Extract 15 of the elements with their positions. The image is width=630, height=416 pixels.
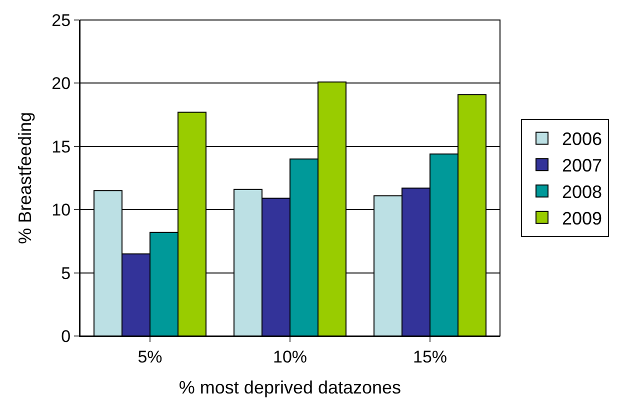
legend-label: 2009 <box>562 208 602 228</box>
y-tick-label: 0 <box>61 326 71 346</box>
y-tick-label: 10 <box>52 200 71 220</box>
y-tick-label: 15 <box>52 137 71 156</box>
y-tick-label: 20 <box>52 74 71 94</box>
x-axis-title: % most deprived datazones <box>178 378 402 398</box>
y-axis-title: % Breastfeeding <box>14 112 35 244</box>
y-tick-label: 5 <box>61 264 71 283</box>
legend-label: 2008 <box>562 182 602 202</box>
x-tick-label: 5% <box>138 347 162 366</box>
x-tick-label: 10% <box>272 347 308 366</box>
legend-label: 2007 <box>562 156 602 176</box>
x-tick-label: 15% <box>412 347 448 366</box>
legend-label: 2006 <box>562 129 602 150</box>
y-tick-label: 25 <box>52 10 71 30</box>
